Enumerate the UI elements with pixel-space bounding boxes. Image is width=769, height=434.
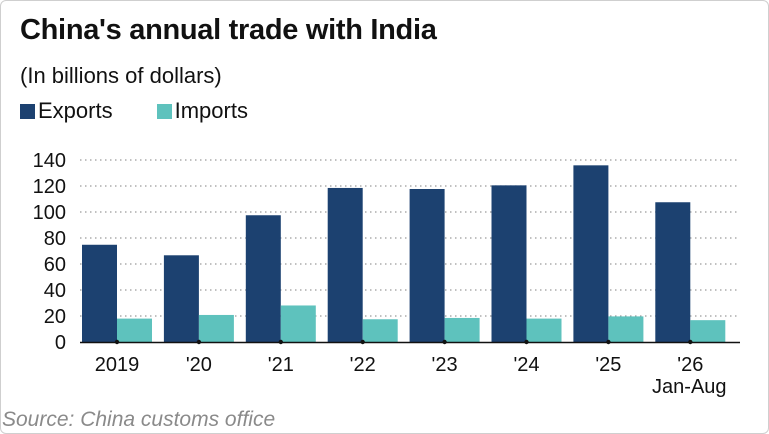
bar-exports [163,255,199,342]
x-tick-label: '26 [677,354,703,376]
bar-exports [82,244,117,342]
x-tick-label: '22 [350,354,376,376]
legend-swatch-exports [20,103,35,119]
y-tick-label: 60 [44,254,66,276]
x-tick-mark [114,339,120,345]
bar-exports [327,187,363,342]
x-tick-mark [442,339,447,345]
x-tick-mark [278,339,283,345]
bar-exports [409,188,445,342]
bar-imports [690,320,726,342]
x-tick-label: '21 [268,354,294,376]
y-tick-label: 20 [44,306,66,328]
x-tick-label: '25 [595,354,621,376]
y-tick-label: 140 [33,150,66,172]
x-tick-label: '20 [186,354,212,376]
legend-label-exports: Exports [38,98,113,123]
bar-imports [117,318,152,342]
y-tick-label: 40 [44,280,66,302]
legend-label-imports: Imports [174,98,248,123]
bar-imports [198,314,234,342]
x-tick-mark [196,339,202,345]
bar-imports [526,318,562,342]
x-tick-mark [524,339,529,345]
bar-exports [655,202,691,342]
bar-exports [573,165,609,342]
bar-imports [280,305,316,342]
bar-imports [362,319,398,342]
legend: Exports Imports [20,98,248,124]
x-tick-sublabel: Jan-Aug [652,376,727,398]
bar-imports [608,316,644,342]
y-tick-label: 0 [55,332,66,354]
chart-title: China's annual trade with India [20,14,437,46]
bar-imports [444,317,480,342]
y-tick-label: 120 [33,176,66,198]
x-tick-mark [606,339,611,345]
x-tick-label: 2019 [95,354,140,376]
chart-subtitle: (In billions of dollars) [20,63,222,88]
x-tick-label: '24 [513,354,539,376]
bar-exports [491,185,527,342]
legend-item-imports: Imports [156,98,248,124]
legend-swatch-imports [156,103,172,119]
x-tick-label: '23 [432,354,458,376]
bar-exports [245,215,281,342]
y-tick-label: 100 [33,202,66,224]
y-tick-label: 80 [44,228,66,250]
source-note: Source: China customs office [2,408,276,431]
x-tick-mark [688,339,693,345]
x-tick-mark [360,339,365,345]
legend-item-exports: Exports [20,98,113,124]
